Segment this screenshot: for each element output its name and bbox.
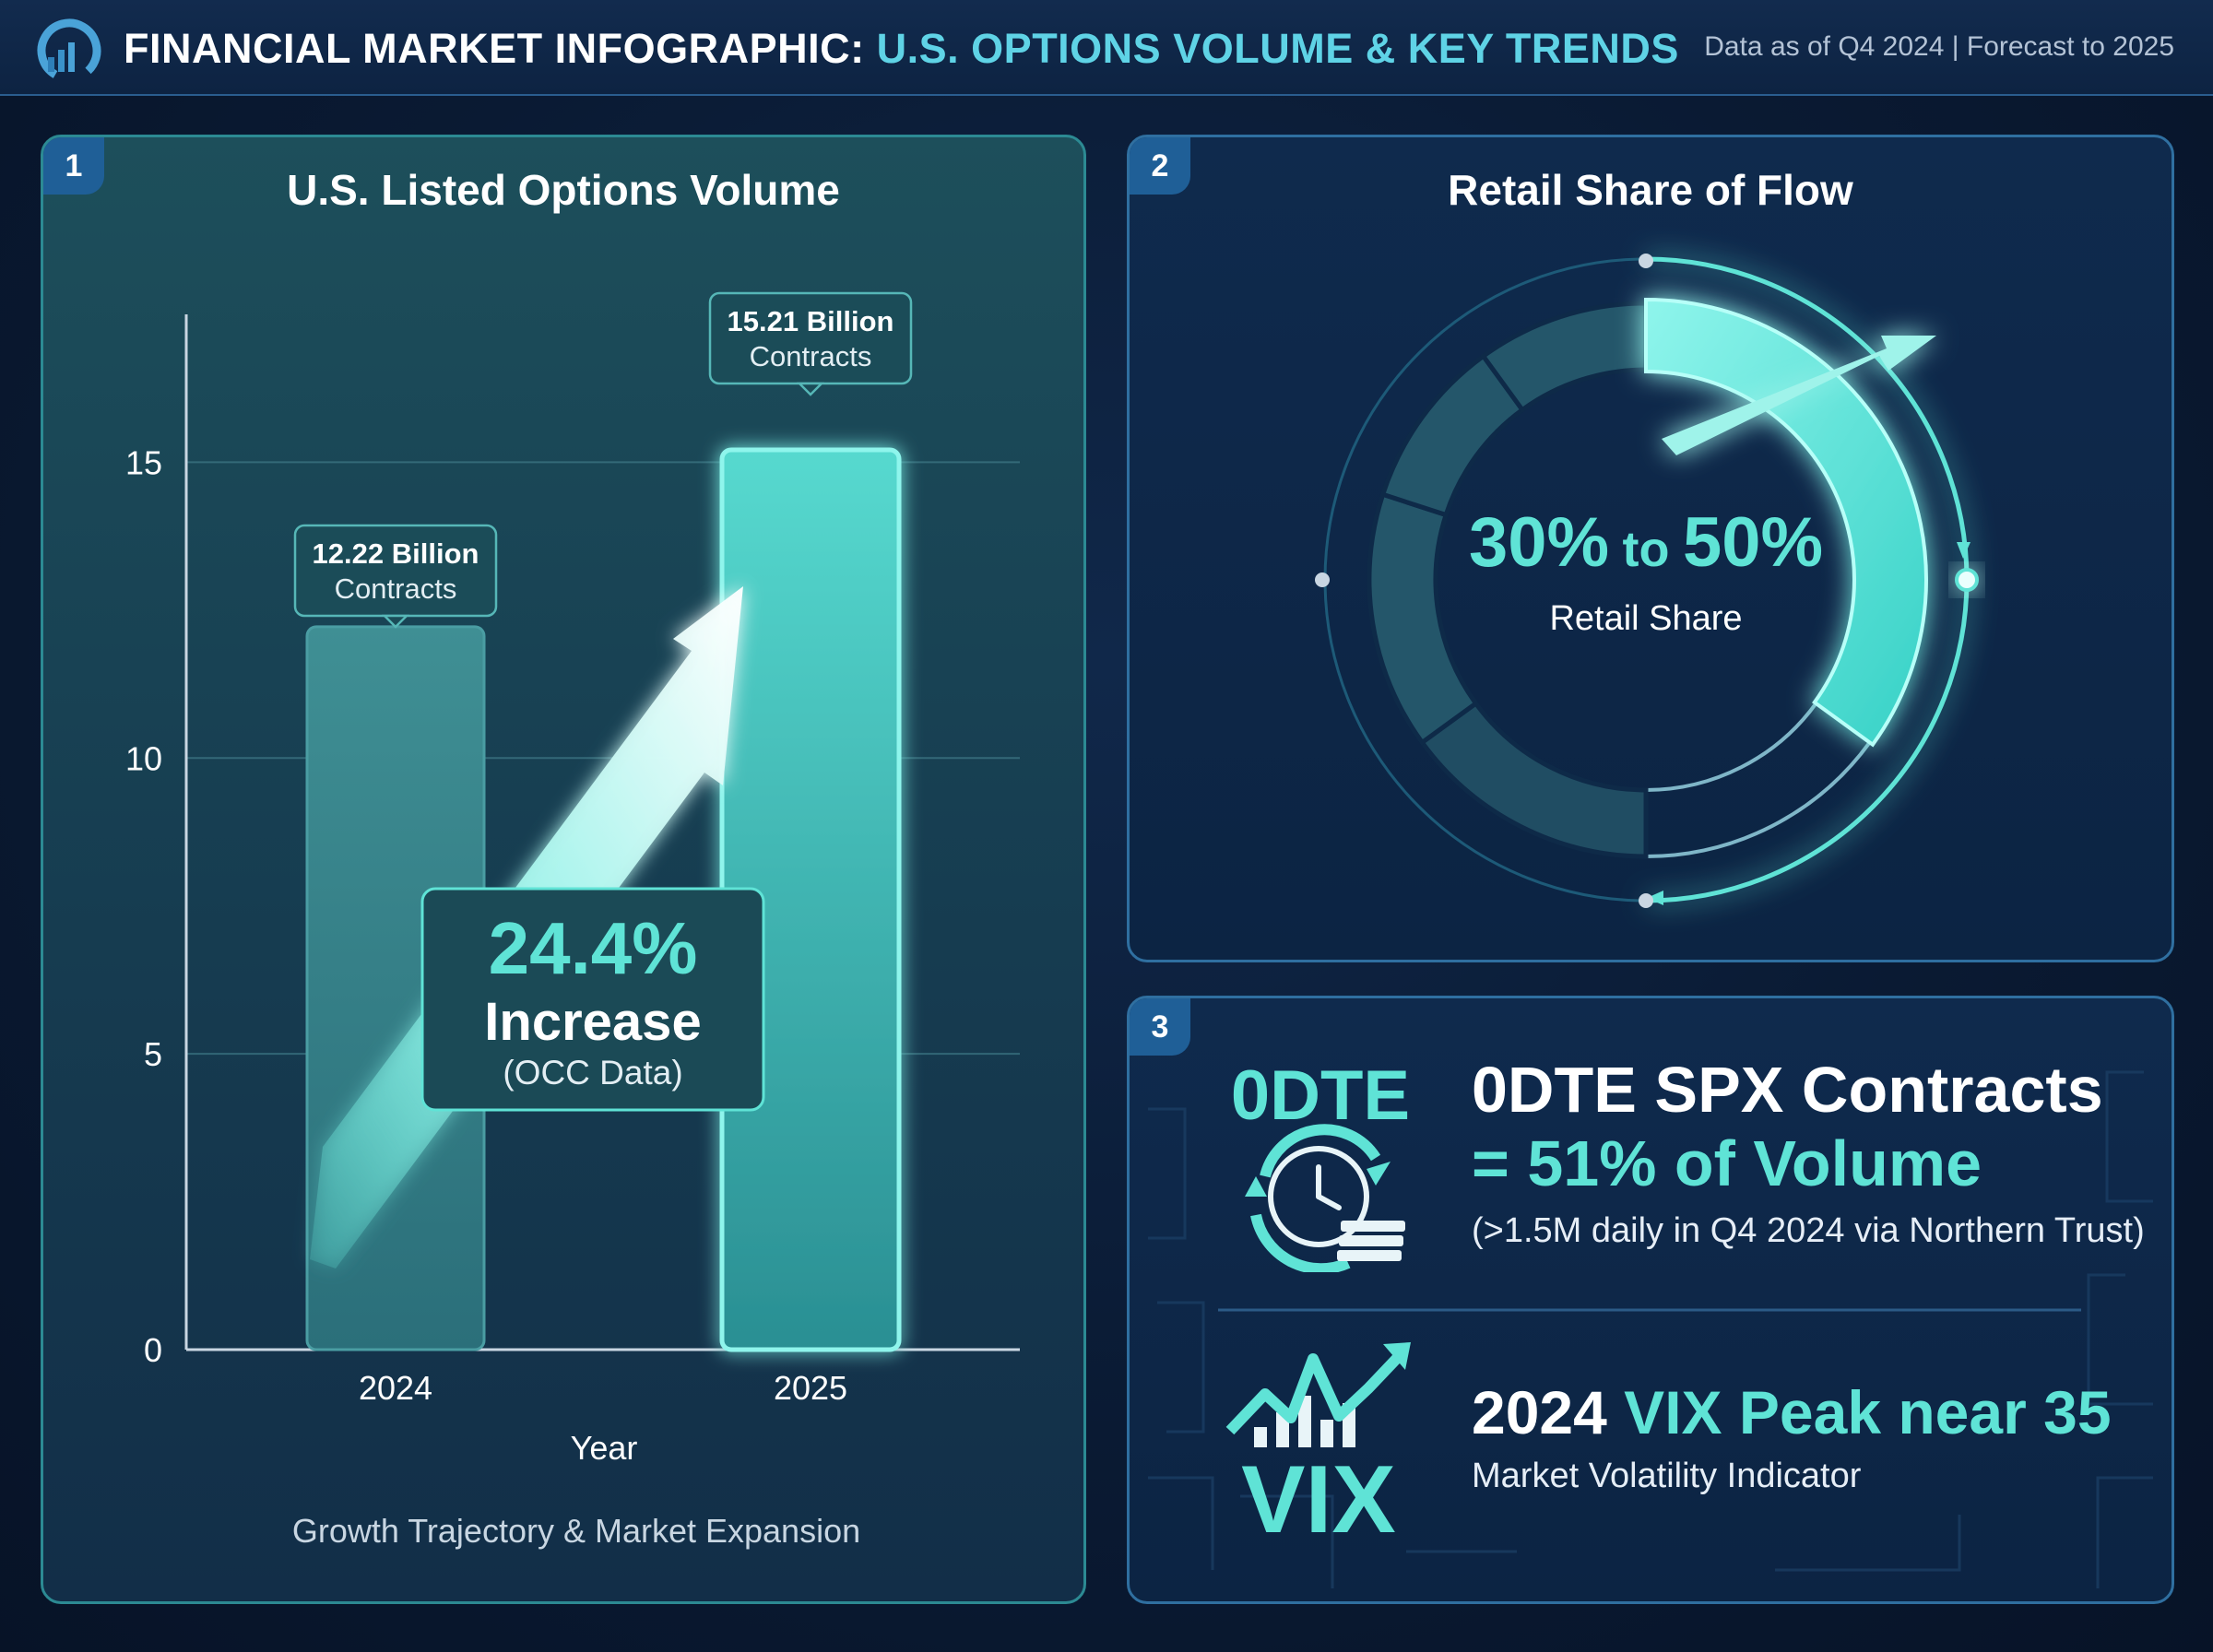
x-axis-label: Year	[571, 1429, 638, 1467]
panel-number-badge: 1	[43, 137, 104, 195]
logo-icon	[37, 18, 101, 83]
x-tick-label: 2024	[359, 1369, 432, 1407]
increase-callout: 24.4% Increase (OCC Data)	[420, 887, 765, 1112]
odte-value: = 51% of Volume	[1472, 1127, 1982, 1199]
donut-segment	[1644, 701, 1873, 859]
vix-sub: Market Volatility Indicator	[1472, 1457, 1862, 1495]
vix-icon-label: VIX	[1241, 1446, 1396, 1541]
callout-2024: 12.22 Billion Contracts	[293, 524, 498, 629]
marker-dot-top	[1639, 254, 1653, 268]
increase-source: (OCC Data)	[503, 1054, 682, 1092]
arc-arrowhead-bottom	[1647, 891, 1663, 905]
panel-title: Retail Share of Flow	[1448, 166, 1853, 214]
y-tick-label: 0	[144, 1331, 162, 1369]
x-tick-label: 2025	[774, 1369, 847, 1407]
title-accent: U.S. OPTIONS VOLUME & KEY TRENDS	[876, 25, 1679, 72]
panel-retail-share: 2 Retail Share of Flow	[1127, 135, 2174, 962]
marker-dot-left	[1315, 572, 1330, 587]
callout-2024-unit: Contracts	[335, 572, 457, 605]
odte-note: (>1.5M daily in Q4 2024 via Northern Tru…	[1472, 1211, 2145, 1250]
retail-share-label: Retail Share	[1549, 599, 1742, 638]
circuit-background	[1148, 1070, 2153, 1588]
vix-title-year: 2024	[1472, 1378, 1607, 1446]
range-high: 50%	[1683, 503, 1823, 582]
vix-title: 2024 VIX Peak near 35	[1472, 1377, 2112, 1447]
marker-dot-bottom	[1639, 893, 1653, 908]
callout-2024-value: 12.22 Billion	[313, 537, 479, 570]
callout-2025-value: 15.21 Billion	[728, 305, 894, 337]
arc-arrowhead-right	[1957, 542, 1970, 559]
donut-segment	[1418, 700, 1649, 859]
panel-number-badge: 2	[1130, 137, 1190, 195]
vix-chart-icon: VIX	[1225, 1342, 1411, 1541]
header-bar: FINANCIAL MARKET INFOGRAPHIC: U.S. OPTIO…	[0, 0, 2213, 96]
range-connector: to	[1623, 522, 1670, 577]
callout-2025: 15.21 Billion Contracts	[708, 291, 913, 396]
panel-title: U.S. Listed Options Volume	[287, 166, 840, 214]
y-tick-label: 10	[125, 739, 162, 777]
increase-label: Increase	[484, 992, 701, 1052]
donut-segments	[1367, 301, 1873, 859]
growth-arrow-icon	[1662, 336, 1936, 455]
chart-caption: Growth Trajectory & Market Expansion	[292, 1512, 860, 1550]
callout-2025-unit: Contracts	[750, 340, 872, 372]
marker-dot-right	[1955, 568, 1979, 592]
odte-clock-cash-icon: 0DTE	[1231, 1058, 1410, 1272]
increase-pct: 24.4%	[489, 907, 698, 989]
donut-highlight-segment	[1644, 297, 1928, 748]
panel-number-badge: 3	[1130, 998, 1190, 1056]
donut-segment	[1367, 491, 1480, 746]
vix-title-rest: VIX Peak near 35	[1624, 1378, 2112, 1446]
retail-share-donut-chart: 30% to 50% Retail Share	[1315, 254, 1979, 908]
y-tick-label: 5	[144, 1035, 162, 1073]
range-low: 30%	[1469, 503, 1609, 582]
odte-icon-label: 0DTE	[1231, 1058, 1410, 1135]
retail-share-range: 30% to 50%	[1469, 503, 1823, 582]
panel-key-trends: 3	[1127, 996, 2174, 1604]
panel-options-volume: 1 U.S. Listed Options Volume	[41, 135, 1086, 1604]
title-main: FINANCIAL MARKET INFOGRAPHIC:	[124, 25, 865, 72]
as-of-date: Data as of Q4 2024 | Forecast to 2025	[1704, 31, 2174, 62]
y-tick-label: 15	[125, 443, 162, 481]
page-title: FINANCIAL MARKET INFOGRAPHIC: U.S. OPTIO…	[124, 25, 1679, 73]
odte-title: 0DTE SPX Contracts	[1472, 1054, 2103, 1126]
